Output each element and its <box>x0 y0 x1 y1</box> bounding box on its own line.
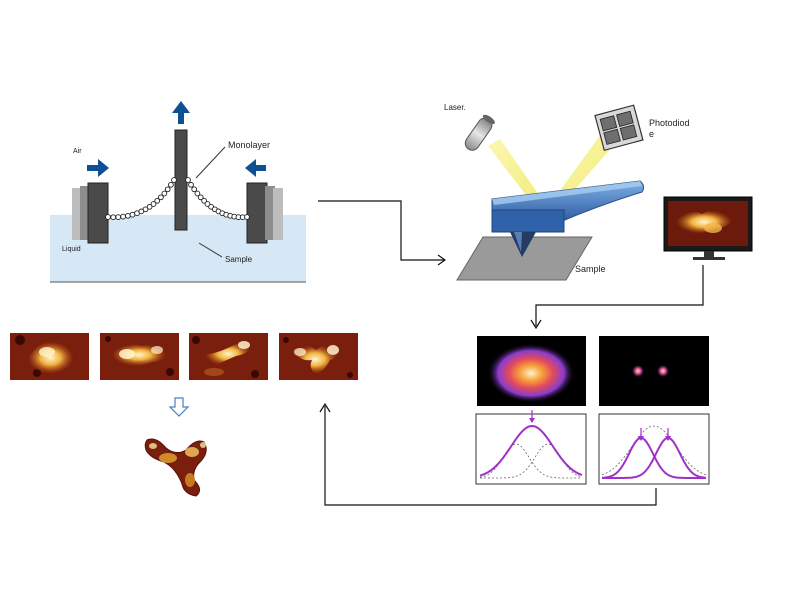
afm-image-2 <box>100 333 179 380</box>
afm-image-strip <box>10 333 358 380</box>
monolayer-bead <box>150 201 157 207</box>
monolayer-bead <box>110 214 117 221</box>
monolayer-bead <box>161 190 168 197</box>
monolayer-bead <box>168 181 174 188</box>
monolayer-bead <box>142 206 149 213</box>
arrow-down-icon <box>529 410 535 423</box>
monolayer-beads-right <box>185 177 250 221</box>
afm-sample-label: Sample <box>575 264 606 274</box>
monitor-icon <box>663 196 753 260</box>
monolayer-bead <box>201 197 207 204</box>
arrow-left-icon <box>245 159 266 177</box>
laser-label: Laser. <box>444 103 466 112</box>
left-barrier-mid <box>80 186 90 240</box>
monolayer-bead <box>125 212 131 219</box>
monolayer-bead <box>244 214 250 220</box>
gaussian-plot-resolved <box>598 413 710 485</box>
resolved-gaussian-right <box>602 436 706 479</box>
langmuir-trough-panel: Air Liquid Monolayer Sample <box>50 101 306 283</box>
monolayer-bead <box>115 214 122 220</box>
psf-resolved-panel <box>599 336 709 406</box>
monolayer-bead <box>154 197 161 204</box>
afm-sample-plate <box>456 236 593 281</box>
right-barrier <box>246 182 268 244</box>
psf-wide-spot <box>487 342 575 402</box>
monolayer-bead <box>158 194 164 201</box>
laser-emitter <box>464 114 495 151</box>
monolayer-bead <box>197 194 204 201</box>
dashed-envelope-curve <box>601 425 707 476</box>
sample-leader-line <box>198 242 223 258</box>
monolayer-bead <box>105 214 111 220</box>
psf-wide-panel <box>477 336 586 406</box>
psf-dot-right <box>657 365 669 377</box>
right-barrier-back <box>273 188 283 240</box>
reconstructed-molecule <box>144 438 207 497</box>
sum-gaussian-curve <box>479 424 583 477</box>
monolayer-bead <box>146 203 153 210</box>
monolayer-bead <box>188 181 194 188</box>
afm-image-4 <box>279 333 358 380</box>
afm-tip-highlight <box>514 232 522 252</box>
afm-cantilever-top <box>492 181 642 205</box>
connector-arrow-monitor-to-analysis <box>530 265 704 330</box>
monolayer-bead <box>164 186 171 193</box>
monolayer-beads-left <box>105 177 177 221</box>
connector-arrow-analysis-to-images <box>319 402 657 506</box>
arrow-up-icon <box>172 101 190 124</box>
air-label: Air <box>73 148 82 155</box>
psf-dot-left <box>632 365 644 377</box>
afm-image-3 <box>189 333 268 380</box>
liquid-label: Liquid <box>62 246 81 253</box>
trough-sample-label: Sample <box>225 255 253 264</box>
monolayer-bead <box>194 190 201 197</box>
monolayer-bead <box>185 177 191 183</box>
monolayer-leader-line <box>195 146 226 179</box>
arrow-down-icon <box>665 428 671 441</box>
connector-arrow-trough-to-afm <box>318 200 447 266</box>
photodiode-label-line1: Photodiod <box>649 118 690 128</box>
monolayer-label: Monolayer <box>228 140 270 150</box>
afm-image-1 <box>10 333 89 380</box>
gaussian-plot-overlapping <box>475 410 587 485</box>
monolayer-bead <box>204 201 211 207</box>
afm-cantilever-base <box>491 209 565 233</box>
hollow-arrow-down-icon <box>168 397 190 417</box>
arrow-down-icon <box>638 428 644 441</box>
monolayer-bead <box>171 177 177 183</box>
photodiode-detector <box>594 104 644 152</box>
afm-setup-panel: Laser. Photodiod e Sample <box>444 103 690 281</box>
photodiode-label-line2: e <box>649 129 654 139</box>
monolayer-bead <box>120 213 126 220</box>
arrow-right-icon <box>87 159 109 177</box>
left-barrier-back <box>72 188 82 240</box>
monolayer-bead <box>191 186 198 193</box>
left-barrier <box>87 182 109 244</box>
right-barrier-mid <box>265 186 275 240</box>
